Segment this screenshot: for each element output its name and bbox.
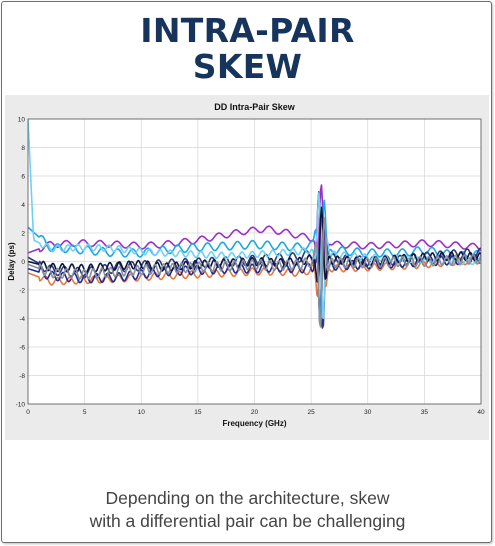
x-tick-label: 5 [83, 409, 87, 416]
y-tick-label: 4 [21, 202, 25, 209]
series-line [28, 215, 481, 298]
y-tick-label: 10 [18, 116, 26, 123]
chart-panel: 0 5 10 15 20 25 30 35 40 -10 -8 -6 -4 -2 0 2 4 6 8 10 DD Int… [5, 95, 489, 440]
series-line [28, 217, 481, 328]
y-tick-label: 2 [21, 230, 25, 237]
y-tick-label: -10 [16, 401, 26, 408]
slide-title-line2: SKEW [192, 47, 303, 86]
x-tick-label: 20 [251, 409, 259, 416]
skew-chart: 0 5 10 15 20 25 30 35 40 -10 -8 -6 -4 -2 0 2 4 6 8 10 DD Int… [7, 102, 485, 428]
y-tick-label: -8 [19, 373, 25, 380]
axes-box [27, 118, 482, 405]
x-tick-label: 40 [477, 409, 485, 416]
caption-line1: Depending on the architecture, skew [105, 488, 390, 508]
series-line [28, 184, 481, 268]
chart-title: DD Intra-Pair Skew [214, 102, 296, 112]
x-tick-label: 30 [364, 409, 372, 416]
y-tick-label: -6 [19, 344, 25, 351]
y-tick-label: 0 [21, 259, 25, 266]
x-tick-label: 15 [194, 409, 202, 416]
y-axis-label: Delay (ps) [7, 242, 16, 281]
slide-title-line1: INTRA-PAIR [140, 11, 355, 50]
y-tick-label: -4 [19, 316, 25, 323]
x-tick-label: 0 [26, 409, 30, 416]
y-tick-label: 8 [21, 145, 25, 152]
y-tick-label: -2 [19, 287, 25, 294]
caption-line2: with a differential pair can be challeng… [89, 511, 406, 531]
series-line [28, 199, 481, 313]
y-tick-label: 6 [21, 173, 25, 180]
x-axis-label: Frequency (GHz) [222, 419, 286, 428]
x-tick-label: 35 [421, 409, 429, 416]
x-tick-label: 25 [308, 409, 316, 416]
x-tick-label: 10 [138, 409, 146, 416]
